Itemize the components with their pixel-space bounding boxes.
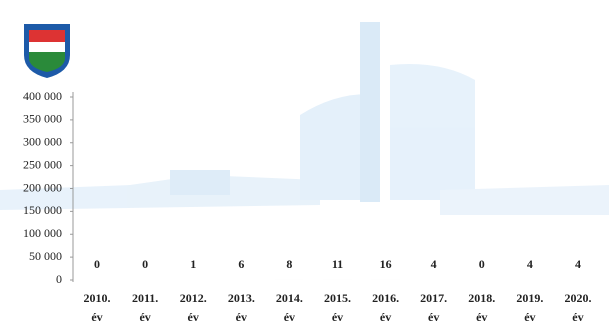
logo	[24, 24, 70, 78]
data-label: 8	[286, 257, 292, 271]
x-tick-label: 2010. év	[83, 291, 111, 324]
x-tick-label: 2012. év	[179, 291, 207, 324]
x-tick-label: 2017. év	[420, 291, 448, 324]
data-label: 0	[479, 257, 485, 271]
data-label: 4	[431, 257, 437, 271]
x-tick-label: 2020. év	[564, 291, 592, 324]
data-label: 4	[527, 257, 533, 271]
x-tick-label: 2011. év	[131, 291, 159, 324]
x-tick-label: 2015. év	[324, 291, 351, 324]
y-tick-label: 250 000	[23, 157, 62, 171]
y-tick-label: 50 000	[29, 249, 62, 263]
y-tick-label: 150 000	[23, 203, 62, 217]
x-tick-label: 2018. év	[468, 291, 496, 324]
data-label: 0	[142, 257, 148, 271]
x-tick-label: 2019. év	[516, 291, 544, 324]
data-label: 4	[575, 257, 581, 271]
data-label: 16	[380, 257, 392, 271]
x-tick-label: 2014. év	[275, 291, 303, 324]
x-tick-label: 2016. év	[372, 291, 400, 324]
y-tick-label: 300 000	[23, 135, 62, 149]
background-photo	[0, 22, 609, 215]
data-label: 0	[94, 257, 100, 271]
x-tick-label: 2013. év	[227, 291, 255, 324]
y-tick-label: 350 000	[23, 112, 62, 126]
y-tick-label: 200 000	[23, 180, 62, 194]
y-tick-label: 100 000	[23, 226, 62, 240]
data-label: 1	[190, 257, 196, 271]
y-tick-label: 0	[56, 272, 62, 286]
data-label: 11	[332, 257, 343, 271]
data-label: 6	[238, 257, 244, 271]
y-tick-label: 400 000	[23, 89, 62, 103]
